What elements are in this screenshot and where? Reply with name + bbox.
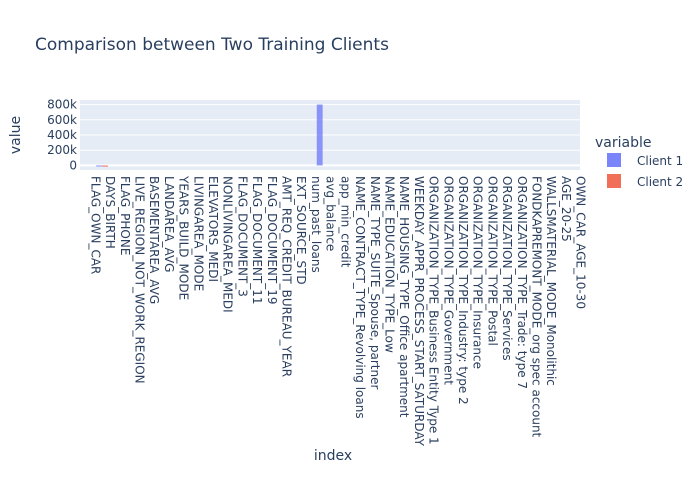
legend-label-client-2: Client 2 <box>637 175 683 189</box>
x-tick-label: DAYS_BIRTH <box>103 176 117 249</box>
x-ticks: FLAG_OWN_CAR DAYS_BIRTH FLAG_PHONE LIVE_REG… <box>88 175 587 447</box>
x-tick-label: BASEMENTAREA_AVG <box>147 176 161 304</box>
legend: variable Client 1 Client 2 <box>595 135 683 189</box>
legend-label-client-1: Client 1 <box>637 154 683 168</box>
bars <box>96 104 323 167</box>
x-tick-label: ORGANIZATION_TYPE_Services <box>500 176 514 361</box>
x-tick-label: WALLSMATERIAL_MODE_Monolithic <box>544 176 558 386</box>
x-tick-label: OWN_CAR_AGE_10-30 <box>574 176 588 309</box>
x-tick-label: EXT_SOURCE_STD <box>294 176 308 285</box>
x-tick-label: FONDKAPREMONT_MODE_org spec account <box>530 176 544 438</box>
x-tick-label: ORGANIZATION_TYPE_Government <box>441 176 455 385</box>
bar-client-1[interactable] <box>316 104 323 166</box>
y-axis-title: value <box>8 116 24 154</box>
x-tick-label: NAME_CONTRACT_TYPE_Revolving loans <box>353 176 367 419</box>
x-tick-label: avg_balance <box>324 176 338 251</box>
legend-item-client-1[interactable]: Client 1 <box>607 153 683 168</box>
x-tick-label: FLAG_OWN_CAR <box>88 176 102 274</box>
gridlines <box>80 104 580 167</box>
y-tick-label: 400k <box>47 128 77 142</box>
x-tick-label: NAME_EDUCATION_TYPE_Low <box>382 176 396 353</box>
y-tick-label: 800k <box>47 98 77 112</box>
x-tick-label: FLAG_DOCUMENT_19 <box>265 176 279 305</box>
x-tick-label: ORGANIZATION_TYPE_Postal <box>485 176 499 346</box>
x-tick-label: YEARS_BUILD_MODE <box>177 175 191 300</box>
x-axis-title: index <box>314 448 352 464</box>
legend-item-client-2[interactable]: Client 2 <box>607 174 683 189</box>
bar-client-1[interactable] <box>96 165 103 167</box>
x-tick-label: LIVINGAREA_MODE <box>191 176 205 291</box>
x-tick-label: AMT_REQ_CREDIT_BUREAU_YEAR <box>280 176 294 377</box>
legend-title: variable <box>595 135 651 151</box>
x-tick-label: ORGANIZATION_TYPE_Trade: type 7 <box>515 176 529 389</box>
x-tick-label: ELEVATORS_MEDI <box>206 176 220 282</box>
x-tick-label: FLAG_DOCUMENT_3 <box>235 176 249 297</box>
x-tick-label: FLAG_DOCUMENT_11 <box>250 176 264 305</box>
x-tick-label: LANDAREA_AVG <box>162 176 176 272</box>
x-tick-label: FLAG_PHONE <box>118 176 132 255</box>
chart-title: Comparison between Two Training Clients <box>35 35 389 55</box>
legend-swatch-client-2 <box>607 174 621 188</box>
y-tick-label: 600k <box>47 113 77 127</box>
x-tick-label: app_min_credit <box>338 176 352 268</box>
x-tick-label: LIVE_REGION_NOT_WORK_REGION <box>132 176 146 384</box>
x-tick-label: ORGANIZATION_TYPE_Business Entity Type 1 <box>427 176 441 445</box>
x-tick-label: NONLIVINGAREA_MEDI <box>221 176 235 313</box>
x-tick-label: WEEKDAY_APPR_PROCESS_START_SATURDAY <box>412 176 426 447</box>
x-tick-label: num_past_loans <box>309 176 323 273</box>
x-tick-label: AGE_20-25 <box>559 176 573 242</box>
bar-client-2[interactable] <box>102 165 108 167</box>
x-tick-label: ORGANIZATION_TYPE_Insurance <box>471 176 485 369</box>
x-tick-label: ORGANIZATION_TYPE_Industry: type 2 <box>456 176 470 405</box>
y-tick-label: 200k <box>47 143 77 157</box>
x-tick-label: NAME_HOUSING_TYPE_Office apartment <box>397 176 411 418</box>
x-tick-label: NAME_TYPE_SUITE_Spouse, partner <box>368 176 382 389</box>
legend-swatch-client-1 <box>607 153 621 167</box>
y-tick-label: 0 <box>69 158 77 172</box>
